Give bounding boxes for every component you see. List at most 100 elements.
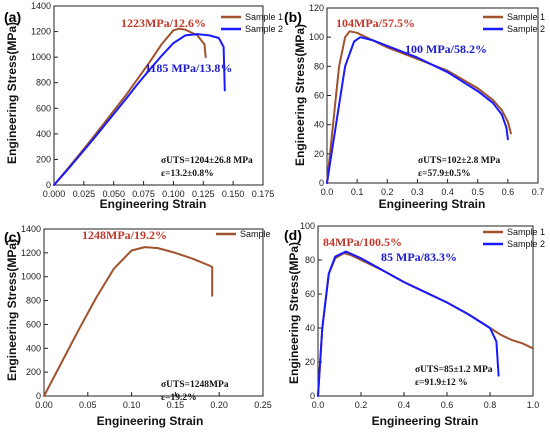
- panel-d: (d) Engineering Stress(MPa) Engineering …: [284, 227, 545, 428]
- y-tick-label: 20: [314, 149, 324, 159]
- x-tick-label: 0.15: [167, 400, 185, 410]
- panel-a-annotation-sample-2: 1185 MPa/13.8%: [145, 61, 232, 75]
- x-tick-label: 0.05: [79, 400, 97, 410]
- panel-c-xlabel: Engineering Strain: [97, 414, 204, 428]
- legend-label-sample-2: Sample 2: [245, 24, 283, 34]
- legend-label-sample: Sample: [240, 229, 271, 239]
- panel-a-plot: 0.000 0.025 0.050 0.075 0.100 0.125 0.150 0.175…: [31, 1, 274, 199]
- panel-b: (b) Engineering Stress(MPa) Engineering …: [284, 9, 545, 211]
- x-tick-label: 0.150: [222, 189, 245, 199]
- panel-c-series-sample: [43, 246, 214, 397]
- panel-d-annotation-sample-2: 85 MPa/83.3%: [381, 250, 457, 264]
- panel-d-annotation-sample-1: 84MPa/100.5%: [323, 235, 402, 249]
- x-tick-label: 0.25: [254, 400, 272, 410]
- panel-d-stat-strain: ε=91.9±12 %: [415, 378, 468, 388]
- panel-a-stat-strain: ε=13.2±0.8%: [161, 169, 214, 179]
- y-tick-label: 600: [26, 319, 41, 329]
- y-tick-label: 0: [319, 178, 324, 188]
- y-tick-label: 80: [305, 255, 315, 265]
- y-tick-label: 800: [26, 296, 41, 306]
- y-tick-label: 800: [36, 78, 51, 88]
- panel-a-xlabel: Engineering Strain: [100, 197, 207, 211]
- y-tick-label: 40: [305, 323, 315, 333]
- panel-b-legend: Sample 1 Sample 2: [483, 12, 545, 34]
- x-tick-label: 0.6: [502, 187, 515, 197]
- x-tick-label: 0.125: [192, 189, 215, 199]
- y-tick-label: 1200: [21, 248, 41, 258]
- panel-c-legend: Sample: [216, 229, 271, 239]
- y-tick-label: 60: [305, 289, 315, 299]
- x-tick-label: 1.0: [527, 400, 540, 410]
- panel-a-series-sample-2: [53, 33, 226, 186]
- x-tick-label: 0.00: [35, 400, 53, 410]
- x-tick-label: 0.10: [123, 400, 141, 410]
- y-tick-label: 100: [309, 32, 324, 42]
- x-tick-label: 0.025: [73, 189, 96, 199]
- panel-d-label: (d): [284, 227, 302, 243]
- panel-a-frame: [53, 5, 264, 186]
- y-tick-label: 400: [26, 343, 41, 353]
- panel-b-xlabel: Engineering Strain: [379, 197, 486, 211]
- panel-c-stat-strain: ε=19.2%: [161, 393, 197, 403]
- x-tick-label: 0.20: [210, 400, 228, 410]
- x-tick-label: 0.075: [132, 189, 155, 199]
- panel-b-stat-strain: ε=57.9±0.5%: [418, 169, 471, 179]
- x-tick-label: 0.0: [312, 400, 325, 410]
- legend-label-sample-1: Sample 1: [245, 12, 283, 22]
- panel-d-xlabel: Engineering Strain: [372, 414, 479, 428]
- panel-a-legend: Sample 1 Sample 2: [221, 12, 283, 34]
- y-tick-label: 100: [300, 221, 315, 231]
- panel-d-frame: [317, 225, 534, 397]
- y-tick-label: 200: [36, 154, 51, 164]
- panel-b-series-sample-2: [326, 36, 509, 184]
- y-tick-label: 200: [26, 367, 41, 377]
- x-tick-label: 0.100: [162, 189, 185, 199]
- panel-b-annotation-sample-2: 100 MPa/58.2%: [405, 42, 487, 56]
- x-tick-label: 0.2: [381, 187, 394, 197]
- y-tick-label: 1000: [31, 52, 51, 62]
- panel-a-stat-strength: σUTS=1204±26.8 MPa: [161, 156, 253, 166]
- panel-b-plot: 0.0 0.1 0.2 0.3 0.4 0.5 0.6 0.7 0 20 40 60 80 100 120: [309, 3, 544, 197]
- y-tick-label: 60: [314, 91, 324, 101]
- y-tick-label: 1000: [21, 272, 41, 282]
- panel-d-plot: 0.0 0.2 0.4 0.6 0.8 1.0 0 20 40 60 80 100: [300, 221, 539, 410]
- panel-a-annotation-sample-1: 1223MPa/12.6%: [121, 16, 206, 30]
- x-tick-label: 0.4: [441, 187, 454, 197]
- panel-b-stat-strength: σUTS=102±2.8 MPa: [418, 156, 501, 166]
- panel-c-ylabel: Engineering Stress(MPa): [5, 239, 19, 381]
- x-tick-label: 0.6: [441, 400, 454, 410]
- y-tick-label: 120: [309, 3, 324, 13]
- panel-b-label: (b): [284, 9, 302, 25]
- x-tick-label: 0.000: [43, 189, 66, 199]
- legend-label-sample-2: Sample 2: [507, 239, 545, 249]
- x-tick-label: 0.2: [355, 400, 368, 410]
- panel-d-series-sample-2: [317, 250, 500, 397]
- y-tick-label: 80: [314, 61, 324, 71]
- x-tick-label: 0.0: [321, 187, 334, 197]
- y-tick-label: 600: [36, 103, 51, 113]
- x-tick-label: 0.175: [252, 189, 275, 199]
- panel-a-ylabel: Engineering Stress(MPa): [5, 22, 19, 164]
- panel-d-legend: Sample 1 Sample 2: [483, 227, 545, 249]
- panel-b-series-sample-1: [326, 30, 512, 184]
- y-tick-label: 1400: [21, 224, 41, 234]
- panel-c-plot: 0.00 0.05 0.10 0.15 0.20 0.25 0 200 400 600 800 100…: [21, 224, 272, 410]
- y-tick-label: 20: [305, 357, 315, 367]
- y-tick-label: 400: [36, 129, 51, 139]
- panel-c-label: (c): [4, 229, 21, 245]
- y-tick-label: 0: [36, 391, 41, 401]
- panel-a-label: (a): [4, 9, 21, 25]
- panel-d-ylabel: Engineering Stress(MPa): [287, 242, 301, 384]
- x-tick-label: 0.050: [102, 189, 125, 199]
- x-tick-label: 0.3: [411, 187, 424, 197]
- panel-c: (c) Engineering Stress(MPa) Engineering …: [4, 228, 271, 428]
- legend-label-sample-1: Sample 1: [507, 227, 545, 237]
- panel-b-annotation-sample-1: 104MPa/57.5%: [336, 16, 415, 30]
- panel-a: (a) Engineering Stress(MPa) Engineering …: [4, 9, 283, 211]
- y-tick-label: 0: [310, 391, 315, 401]
- x-tick-label: 0.5: [471, 187, 484, 197]
- y-tick-label: 1400: [31, 1, 51, 11]
- x-tick-label: 0.7: [532, 187, 545, 197]
- x-tick-label: 0.1: [351, 187, 364, 197]
